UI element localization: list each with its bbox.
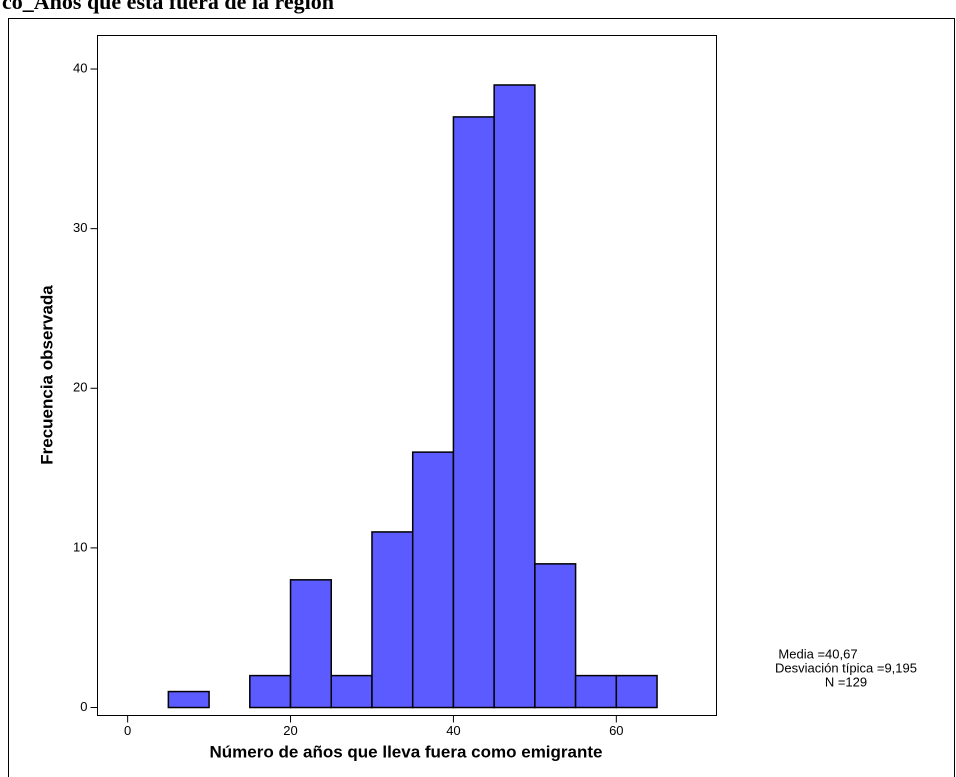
y-tick-label: 20 [73, 380, 87, 395]
bar [167, 690, 210, 709]
bar [574, 674, 618, 709]
x-tick-label: 60 [609, 723, 623, 738]
annotation: Media =40,67 [778, 646, 857, 661]
bar [534, 563, 577, 709]
plot-frame [97, 35, 717, 716]
bar [411, 451, 455, 709]
chart-title: co_Años que está fuera de la región [2, 0, 334, 14]
bar [452, 116, 495, 709]
bar [249, 674, 292, 709]
bar [493, 84, 536, 709]
y-axis-label: Frecuencia observada [37, 285, 56, 465]
y-tick-label: 40 [73, 60, 87, 75]
bar [615, 674, 658, 709]
y-tick-label: 30 [73, 220, 87, 235]
bar [371, 531, 414, 709]
annotation: N =129 [825, 674, 867, 689]
frame [8, 18, 955, 777]
x-axis-label: Número de años que lleva fuera como emig… [209, 742, 602, 761]
x-tick-label: 40 [446, 723, 460, 738]
bar [330, 674, 373, 709]
bar [289, 579, 333, 709]
y-tick-label: 0 [80, 699, 87, 714]
annotation: Desviación típica =9,195 [775, 660, 917, 675]
y-tick-label: 10 [73, 539, 87, 554]
x-tick-label: 0 [124, 723, 131, 738]
x-tick-label: 20 [283, 723, 297, 738]
